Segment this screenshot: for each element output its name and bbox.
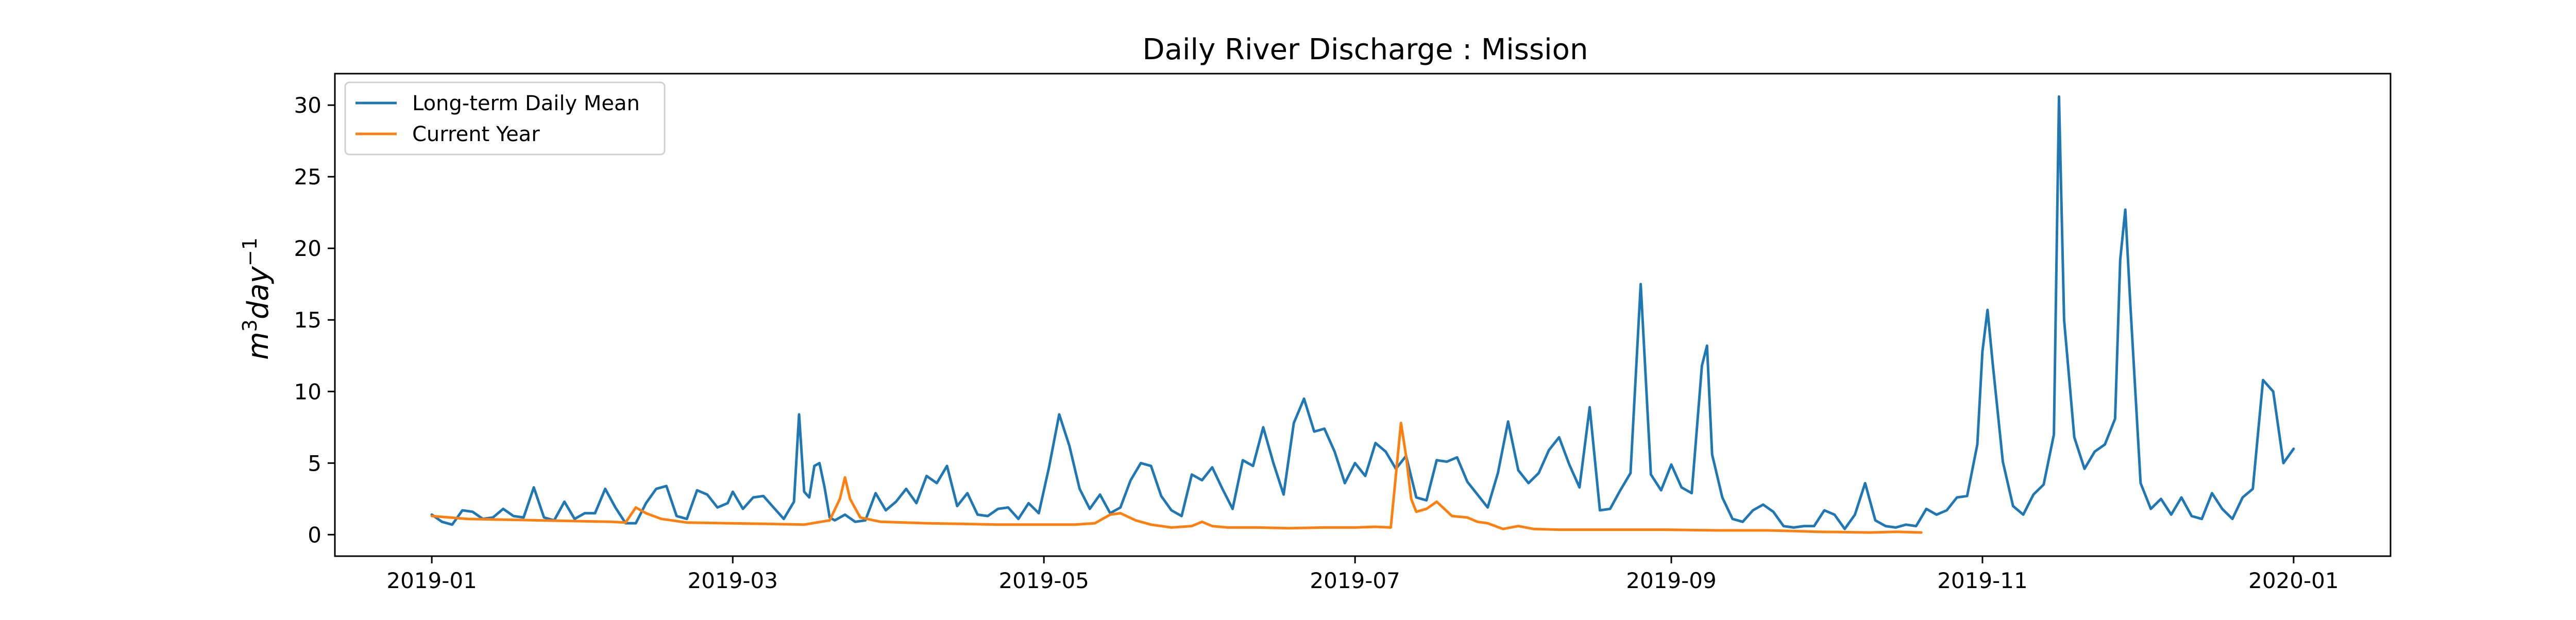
y-axis-label: m3day−1 (239, 237, 275, 360)
x-axis: 2019-01 2019-03 2019-05 2019-07 2019-09 2019-… (386, 556, 2339, 593)
y-tick-label: 20 (294, 236, 321, 261)
legend-box (344, 81, 666, 156)
y-axis-label-mid: day (242, 266, 275, 319)
y-axis-label-sup1: 3 (239, 319, 261, 332)
legend-label: Long-term Daily Mean (412, 92, 640, 115)
y-axis-label-sup2: −1 (239, 237, 261, 266)
y-axis: 0 5 10 15 20 25 30 (294, 93, 335, 547)
y-tick-label: 10 (294, 379, 321, 404)
x-tick-label: 2019-11 (1937, 568, 2028, 593)
y-tick-label: 5 (308, 451, 321, 476)
x-tick-label: 2019-07 (1310, 568, 1400, 593)
x-tick-label: 2019-01 (386, 568, 477, 593)
x-tick-label: 2019-05 (998, 568, 1089, 593)
series-group (430, 95, 2295, 534)
y-tick-label: 25 (294, 164, 321, 190)
y-tick-label: 30 (294, 93, 321, 118)
legend: Long-term Daily Mean Current Year (344, 81, 666, 156)
plot-frame (334, 73, 2392, 557)
legend-label: Current Year (412, 123, 540, 146)
x-tick-label: 2020-01 (2248, 568, 2339, 593)
y-tick-label: 15 (294, 307, 321, 333)
plot-area (334, 73, 2392, 557)
series-line-2 (430, 421, 1923, 534)
y-axis-label-base: m (242, 332, 275, 360)
y-tick-label: 0 (308, 522, 321, 547)
series-line-1 (430, 95, 2295, 530)
chart-title: Daily River Discharge : Mission (1143, 33, 1588, 66)
x-tick-label: 2019-03 (688, 568, 778, 593)
x-tick-label: 2019-09 (1626, 568, 1717, 593)
